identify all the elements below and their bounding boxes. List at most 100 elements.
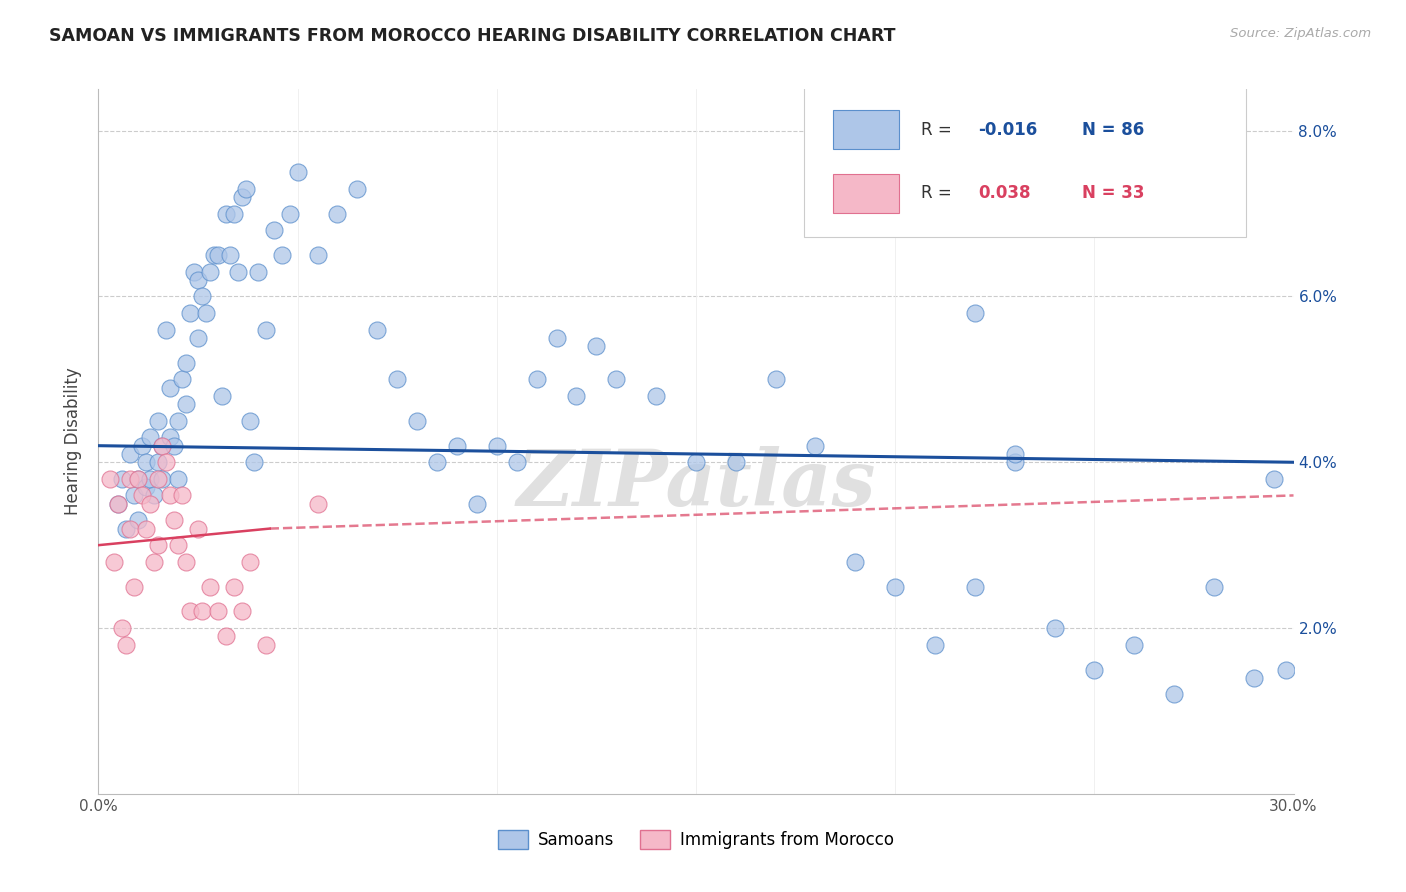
Point [884, 580, 907, 594]
Point [148, 472, 170, 486]
Text: R =: R = [921, 120, 956, 139]
Point [465, 497, 488, 511]
Point [115, 522, 138, 536]
Point [202, 248, 225, 262]
Point [174, 356, 197, 370]
Point [565, 389, 588, 403]
Point [211, 389, 233, 403]
Point [215, 629, 238, 643]
Point [219, 248, 242, 262]
Point [346, 182, 368, 196]
Y-axis label: Hearing Disability: Hearing Disability [63, 368, 82, 516]
Point [222, 206, 245, 220]
Point [215, 206, 238, 220]
Text: 0.038: 0.038 [979, 184, 1031, 202]
Point [191, 289, 214, 303]
Point [1004, 447, 1026, 461]
Point [174, 397, 197, 411]
Point [585, 339, 607, 353]
Point [506, 455, 529, 469]
Point [174, 555, 197, 569]
Point [150, 439, 173, 453]
Text: N = 33: N = 33 [1083, 184, 1144, 202]
Point [366, 323, 388, 337]
Point [246, 264, 269, 278]
Point [270, 248, 292, 262]
Point [107, 497, 129, 511]
Point [172, 372, 194, 386]
Point [254, 638, 277, 652]
Point [120, 522, 142, 536]
Point [243, 455, 266, 469]
Point [179, 605, 201, 619]
Point [139, 430, 162, 444]
Point [98, 472, 122, 486]
Point [645, 389, 668, 403]
Point [198, 580, 221, 594]
Point [150, 439, 173, 453]
Text: SAMOAN VS IMMIGRANTS FROM MOROCCO HEARING DISABILITY CORRELATION CHART: SAMOAN VS IMMIGRANTS FROM MOROCCO HEARIN… [49, 27, 896, 45]
Point [111, 472, 134, 486]
Point [163, 439, 186, 453]
Point [222, 580, 245, 594]
Point [1123, 638, 1146, 652]
Point [446, 439, 468, 453]
Point [239, 414, 262, 428]
Bar [834, 111, 900, 149]
Point [307, 497, 329, 511]
Text: R =: R = [921, 184, 956, 202]
Point [254, 323, 277, 337]
Point [127, 513, 149, 527]
Point [195, 306, 218, 320]
Point [1202, 580, 1225, 594]
Point [167, 472, 190, 486]
Point [163, 513, 186, 527]
Point [226, 264, 249, 278]
Point [159, 381, 181, 395]
Point [187, 273, 209, 287]
Point [724, 455, 747, 469]
Point [155, 323, 177, 337]
Point [207, 605, 229, 619]
Point [127, 472, 149, 486]
Point [127, 472, 149, 486]
Text: Source: ZipAtlas.com: Source: ZipAtlas.com [1230, 27, 1371, 40]
Point [187, 522, 209, 536]
Point [120, 472, 142, 486]
Point [963, 306, 986, 320]
Point [231, 190, 253, 204]
Point [1263, 472, 1285, 486]
Point [605, 372, 627, 386]
Point [148, 455, 170, 469]
Point [131, 488, 153, 502]
Point [239, 555, 262, 569]
Point [124, 488, 146, 502]
Point [155, 455, 177, 469]
Point [385, 372, 409, 386]
Point [765, 372, 787, 386]
Point [159, 488, 181, 502]
Point [150, 472, 173, 486]
Point [1083, 663, 1105, 677]
Point [207, 248, 229, 262]
Text: N = 86: N = 86 [1083, 120, 1144, 139]
Point [526, 372, 548, 386]
Point [1004, 455, 1026, 469]
Point [235, 182, 257, 196]
Point [135, 522, 157, 536]
Point [167, 538, 190, 552]
Point [148, 414, 170, 428]
Text: -0.016: -0.016 [979, 120, 1038, 139]
Point [131, 439, 153, 453]
Point [924, 638, 946, 652]
Point [179, 306, 201, 320]
Point [406, 414, 429, 428]
Point [963, 580, 986, 594]
Point [844, 555, 866, 569]
Point [1274, 663, 1296, 677]
Point [115, 638, 138, 652]
Point [139, 497, 162, 511]
Point [143, 488, 166, 502]
Point [143, 555, 166, 569]
Point [120, 447, 142, 461]
